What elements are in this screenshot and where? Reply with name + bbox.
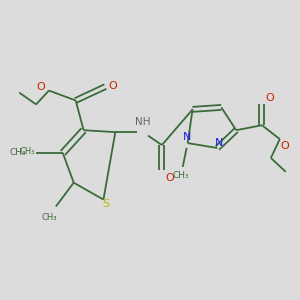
Text: O: O — [108, 81, 117, 91]
Text: O: O — [280, 141, 289, 151]
Text: N: N — [215, 138, 224, 148]
Text: CH₃: CH₃ — [20, 148, 35, 157]
Text: N: N — [182, 132, 191, 142]
Text: O: O — [165, 173, 174, 183]
Text: CH₃: CH₃ — [41, 213, 57, 222]
Text: CH₃: CH₃ — [172, 171, 189, 180]
Text: NH: NH — [135, 117, 151, 127]
Text: S: S — [102, 200, 109, 209]
Text: O: O — [266, 94, 274, 103]
Text: O: O — [37, 82, 45, 92]
Text: CH₃: CH₃ — [10, 148, 26, 158]
